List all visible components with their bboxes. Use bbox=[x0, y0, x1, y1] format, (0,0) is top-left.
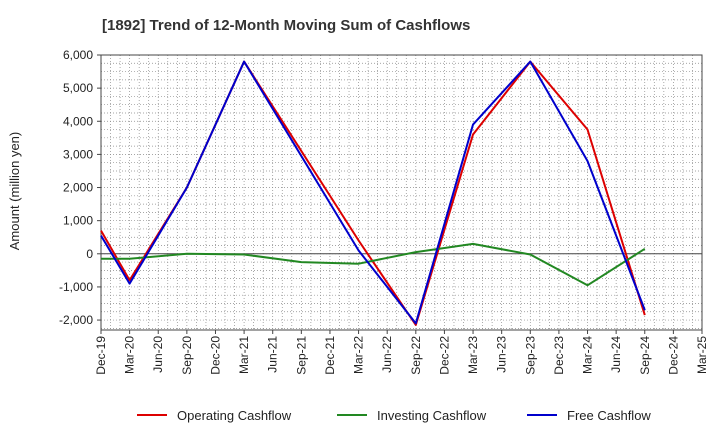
x-tick-label: Jun-24 bbox=[609, 336, 623, 373]
x-tick-label: Sep-22 bbox=[409, 336, 423, 375]
x-tick-label: Mar-25 bbox=[695, 336, 709, 374]
x-tick-label: Mar-23 bbox=[466, 336, 480, 374]
x-tick-label: Sep-23 bbox=[523, 336, 537, 375]
x-tick-label: Dec-23 bbox=[552, 336, 566, 375]
x-tick-label: Sep-20 bbox=[180, 336, 194, 375]
series-lines bbox=[100, 60, 646, 326]
y-tick-label: 5,000 bbox=[63, 81, 93, 95]
x-tick-label: Jun-22 bbox=[380, 336, 394, 373]
x-tick-label: Mar-24 bbox=[581, 336, 595, 374]
x-tick-label: Dec-24 bbox=[666, 336, 680, 375]
y-tick-label: 0 bbox=[86, 247, 93, 261]
y-tick-label: 2,000 bbox=[63, 181, 93, 195]
series-line-free-cashflow bbox=[100, 60, 646, 325]
y-axis-label: Amount (million yen) bbox=[7, 132, 22, 251]
series-line-investing-cashflow bbox=[101, 242, 646, 287]
x-tick-label: Sep-24 bbox=[638, 336, 652, 375]
plot-area bbox=[101, 55, 702, 330]
plot-frame bbox=[100, 54, 703, 331]
legend-label: Operating Cashflow bbox=[177, 408, 292, 423]
axes: -2,000 -1,000 0 1,000 2,000 3,000 4,000 5,000 6,… bbox=[59, 48, 709, 375]
legend-label: Investing Cashflow bbox=[377, 408, 487, 423]
grid bbox=[100, 54, 703, 330]
x-tick-label: Mar-21 bbox=[237, 336, 251, 374]
x-tick-label: Mar-20 bbox=[123, 336, 137, 374]
x-tick-label: Jun-23 bbox=[495, 336, 509, 373]
y-tick-label: -2,000 bbox=[59, 313, 93, 327]
x-tick-label: Sep-21 bbox=[294, 336, 308, 375]
y-tick-label: 1,000 bbox=[63, 214, 93, 228]
y-tick-label: -1,000 bbox=[59, 280, 93, 294]
x-tick-label: Dec-20 bbox=[208, 336, 222, 375]
y-tick-label: 4,000 bbox=[63, 114, 93, 128]
y-tick-label: 6,000 bbox=[63, 48, 93, 62]
x-tick-label: Dec-22 bbox=[437, 336, 451, 375]
legend: Operating Cashflow Investing Cashflow Free… bbox=[137, 408, 651, 423]
chart-title: [1892] Trend of 12-Month Moving Sum of C… bbox=[102, 17, 470, 34]
x-tick-label: Jun-21 bbox=[266, 336, 280, 373]
x-tick-label: Dec-19 bbox=[94, 336, 108, 375]
legend-label: Free Cashflow bbox=[567, 408, 651, 423]
x-tick-label: Mar-22 bbox=[352, 336, 366, 374]
y-tick-label: 3,000 bbox=[63, 147, 93, 161]
x-tick-label: Jun-20 bbox=[151, 336, 165, 373]
x-tick-label: Dec-21 bbox=[323, 336, 337, 375]
